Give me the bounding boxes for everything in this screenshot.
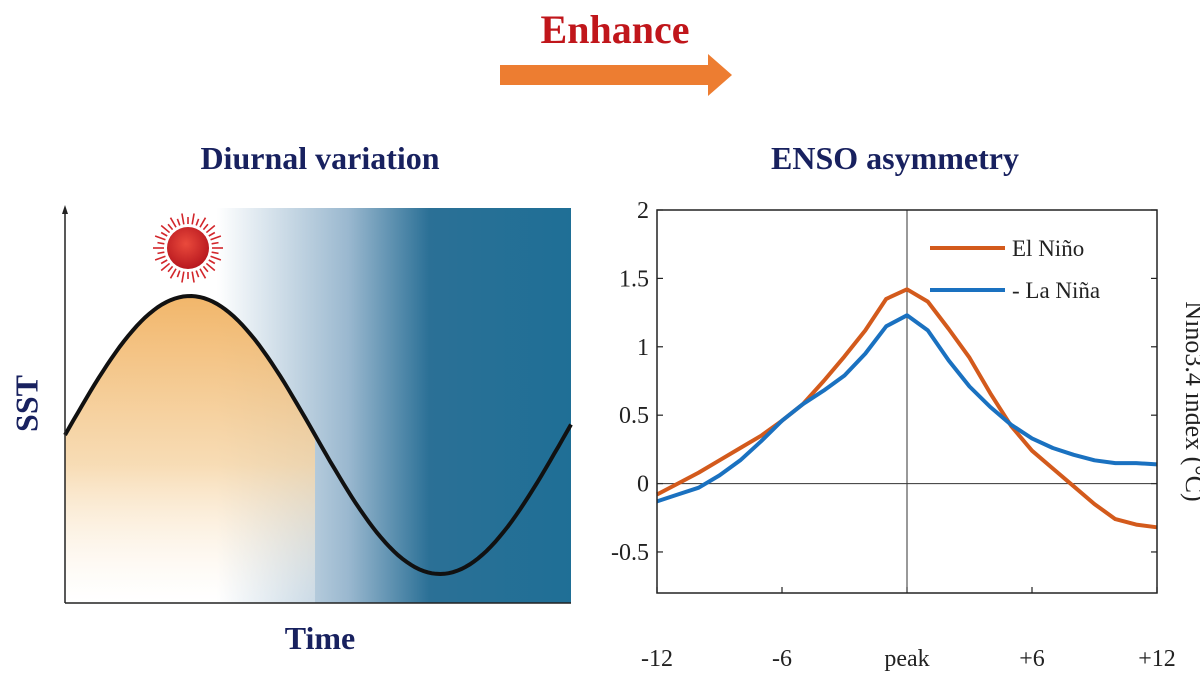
x-tick-label: +6: [1019, 646, 1045, 672]
series-line-0: [656, 287, 1158, 530]
enhance-arrow-icon: [500, 54, 732, 96]
x-tick-label: +12: [1138, 646, 1176, 672]
y-tick-label: 1.5: [619, 266, 649, 292]
x-tick-label: peak: [884, 646, 929, 672]
diurnal-illustration: [62, 205, 573, 604]
legend-label: El Niño: [1012, 236, 1084, 261]
x-tick-label: -12: [641, 646, 673, 672]
legend-label: - La Niña: [1012, 278, 1100, 303]
series-line-1: [656, 313, 1158, 504]
x-tick-label: -6: [772, 646, 792, 672]
enso-chart: -0.5 0 0.5 1 1.5 2 -12 -6 peak +6 +12 El Niño - La…: [611, 198, 1200, 672]
daytime-warm-fill: [65, 296, 315, 603]
legend: El Niño - La Niña: [930, 236, 1100, 303]
y-axis-arrow-icon: [62, 205, 68, 214]
diurnal-title: Diurnal variation: [200, 140, 440, 176]
chart-title: ENSO asymmetry: [771, 140, 1019, 176]
sst-diurnal-curve: [63, 293, 573, 577]
y-tick-label: 0.5: [619, 403, 649, 429]
sun-icon: [153, 213, 223, 283]
y-axis-title: Nino3.4 index (°C): [1180, 301, 1200, 501]
enhance-label: Enhance: [540, 7, 690, 52]
y-tick-label: -0.5: [611, 540, 649, 566]
time-axis-label: Time: [284, 620, 356, 656]
y-tick-label: 0: [637, 472, 649, 498]
y-tick-label: 1: [637, 335, 649, 361]
plot-frame: [656, 209, 1158, 594]
y-tick-label: 2: [637, 198, 649, 224]
